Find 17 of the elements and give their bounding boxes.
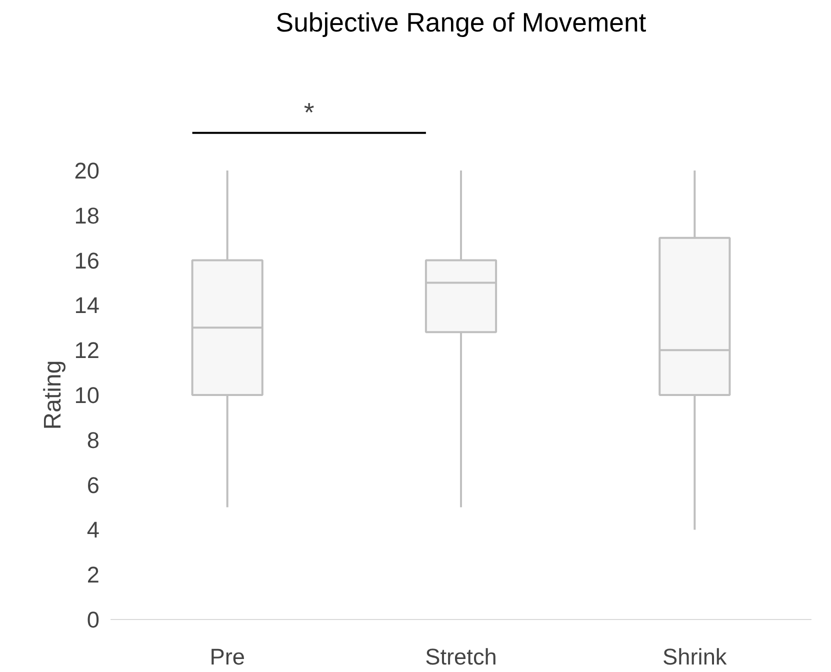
text: * [304,97,314,128]
y-axis-title: Rating [39,360,66,430]
x-tick-label: Pre [210,644,245,670]
y-tick-label: 12 [74,337,100,364]
y-tick-label: 20 [74,158,100,184]
y-tick-label: 18 [74,202,100,228]
y-tick-label: 10 [74,382,100,408]
x-tick-label: Shrink [662,644,728,670]
y-tick-label: 14 [74,292,100,318]
x-tick-label: Stretch [425,644,497,670]
y-tick-label: 2 [86,562,100,588]
y-tick-label: 16 [74,247,100,274]
y-tick-label: 0 [86,606,100,632]
y-tick-label: 8 [86,426,100,453]
y-tick-label: 4 [86,516,100,543]
chart-title: Subjective Range of Movement [276,8,647,38]
y-tick-label: 6 [86,472,100,498]
